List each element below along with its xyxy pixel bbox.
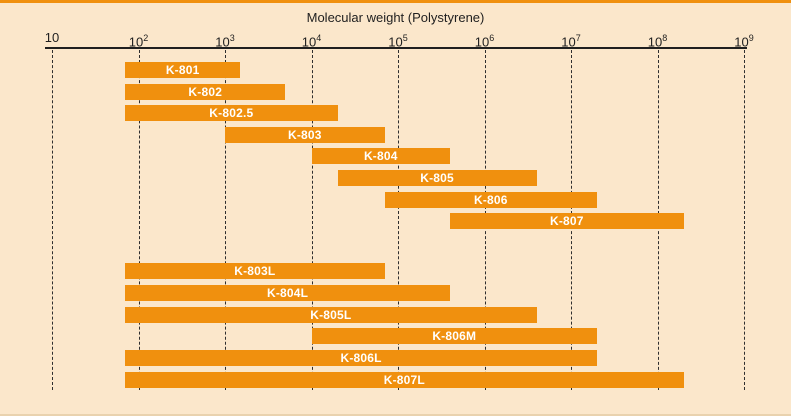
top-accent-bar bbox=[0, 0, 791, 3]
x-axis-tick-label: 105 bbox=[388, 33, 408, 50]
range-bar-K-804L: K-804L bbox=[125, 284, 451, 301]
range-bar-K-807: K-807 bbox=[450, 213, 684, 230]
range-bar-K-806: K-806 bbox=[384, 191, 598, 208]
range-bar-K-806M: K-806M bbox=[311, 328, 598, 345]
gridline bbox=[52, 50, 53, 390]
range-bar-K-802: K-802 bbox=[125, 83, 286, 100]
x-axis-tick-label: 106 bbox=[474, 33, 495, 50]
range-bar-K-802.5: K-802.5 bbox=[125, 105, 338, 122]
range-bar-K-804: K-804 bbox=[311, 148, 451, 165]
gridline bbox=[225, 50, 226, 390]
gridline bbox=[398, 50, 399, 390]
x-axis-tick-label: 108 bbox=[647, 33, 668, 50]
gridline bbox=[311, 50, 313, 390]
chart-title: Molecular weight (Polystyrene) bbox=[306, 10, 485, 25]
bar-label: K-805 bbox=[420, 171, 454, 185]
x-axis-line bbox=[45, 47, 747, 49]
range-bar-K-807L: K-807L bbox=[125, 372, 684, 388]
x-axis-tick-label: 109 bbox=[734, 33, 754, 50]
bar-label: K-802 bbox=[188, 84, 223, 99]
range-bar-K-803: K-803 bbox=[225, 126, 385, 143]
bar-label: K-801 bbox=[165, 63, 200, 77]
x-axis-tick-label: 103 bbox=[215, 33, 235, 50]
bar-label: K-804L bbox=[266, 285, 309, 300]
bar-label: K-803L bbox=[234, 264, 276, 278]
bar-label: K-805L bbox=[310, 307, 352, 322]
x-axis-tick-label: 104 bbox=[301, 33, 322, 50]
bar-label: K-803 bbox=[287, 127, 322, 142]
bar-label: K-807 bbox=[549, 214, 584, 229]
bar-label: K-807L bbox=[383, 373, 425, 387]
range-bar-K-806L: K-806L bbox=[125, 350, 598, 367]
range-bar-K-803L: K-803L bbox=[125, 263, 385, 279]
bar-label: K-806M bbox=[432, 329, 477, 344]
range-bar-K-805: K-805 bbox=[337, 170, 537, 186]
x-axis-tick-label: 10 bbox=[44, 30, 60, 45]
bar-label: K-806 bbox=[473, 192, 508, 207]
bar-label: K-804 bbox=[363, 149, 398, 164]
range-bar-K-805L: K-805L bbox=[125, 306, 537, 323]
gridline bbox=[744, 50, 745, 390]
range-bar-K-801: K-801 bbox=[125, 62, 241, 78]
bar-label: K-802.5 bbox=[209, 106, 254, 121]
x-axis-tick-label: 107 bbox=[561, 33, 581, 50]
x-axis-tick-label: 102 bbox=[128, 33, 149, 50]
bar-label: K-806L bbox=[340, 351, 382, 366]
gridline bbox=[138, 50, 140, 390]
